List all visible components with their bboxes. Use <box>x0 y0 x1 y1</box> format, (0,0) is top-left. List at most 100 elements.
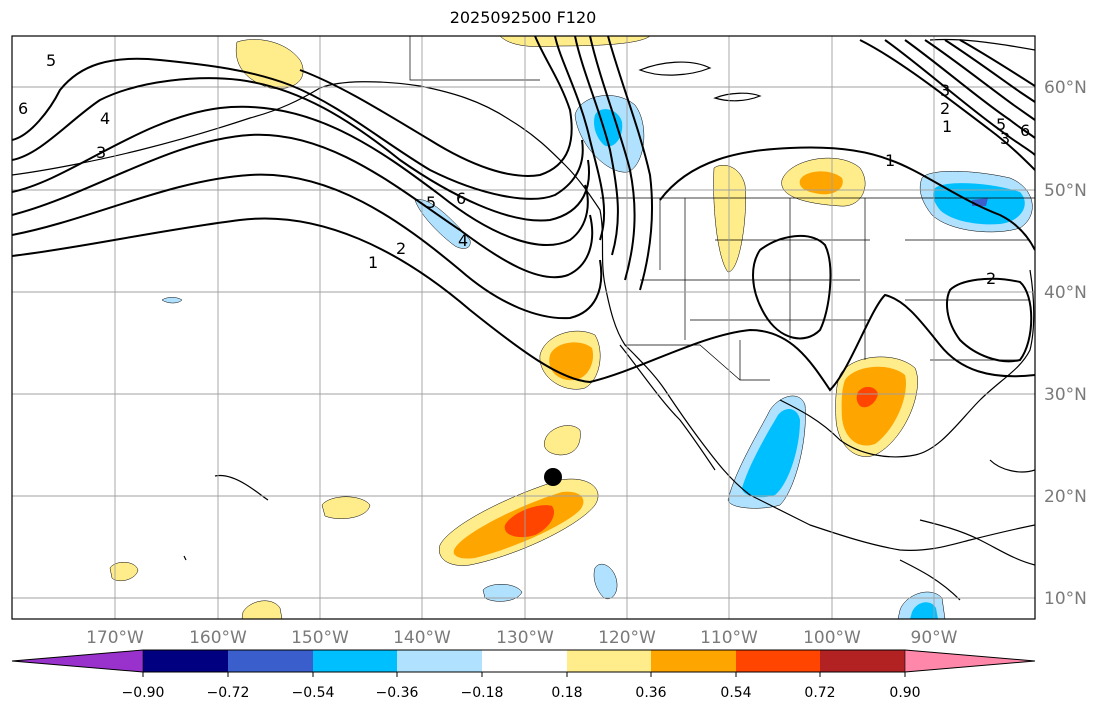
lat-label: 50°N <box>1044 181 1087 201</box>
colorbar: −0.90 −0.72 −0.54 −0.36 −0.18 0.18 0.36 … <box>11 649 1036 701</box>
contour-7 <box>299 36 573 177</box>
contour-6 <box>12 57 584 200</box>
shade-negative-small-4-core <box>910 602 938 619</box>
contour-labels: 5 6 4 3 5 6 4 1 2 1 3 2 1 2 3 5 6 <box>18 51 1030 288</box>
shade-negative-small-3 <box>593 563 618 600</box>
contour-20 <box>959 39 1035 87</box>
colorbar-tick-label: −0.18 <box>461 685 504 701</box>
contour-label: 6 <box>1020 121 1030 140</box>
lon-label: 120°W <box>598 628 656 648</box>
contour-label: 4 <box>100 109 110 128</box>
longitude-labels: 170°W 160°W 150°W 140°W 130°W 120°W 110°… <box>86 628 958 648</box>
colorbar-tick-label: −0.36 <box>376 685 419 701</box>
contour-3 <box>12 133 594 279</box>
colorbar-bin <box>228 650 313 672</box>
contour-4 <box>12 105 589 246</box>
lat-label: 30°N <box>1044 385 1087 405</box>
shade-positive-pacific-peak <box>504 505 555 538</box>
location-marker <box>544 468 562 486</box>
colorbar-bin <box>482 650 567 672</box>
colorbar-ticks <box>142 672 906 677</box>
shade-negative-small-2 <box>482 584 523 602</box>
shade-positive-small-3 <box>109 562 139 581</box>
shade-positive-plains-west <box>713 165 746 273</box>
lat-label: 10°N <box>1044 589 1087 609</box>
shade-positive-texas-core <box>841 366 906 446</box>
colorbar-tick-label: 0.18 <box>551 685 582 701</box>
shade-negative-strip <box>414 199 471 249</box>
contour-11 <box>607 36 653 291</box>
contour-10 <box>589 36 636 281</box>
contour-label: 1 <box>885 151 895 170</box>
colorbar-bin <box>567 650 651 672</box>
lon-label: 150°W <box>291 628 349 648</box>
lon-label: 170°W <box>86 628 144 648</box>
contour-label: 4 <box>458 231 468 250</box>
gridlines <box>12 36 1035 619</box>
shade-negative-mexico-core <box>742 408 800 498</box>
contour-15 <box>859 39 1035 171</box>
contour-label: 6 <box>456 189 466 208</box>
contour-label: 1 <box>942 117 952 136</box>
latitude-labels: 60°N 50°N 40°N 30°N 20°N 10°N <box>1044 78 1087 609</box>
map-frame <box>11 35 1036 620</box>
map-title: 2025092500 F120 <box>449 8 597 27</box>
colorbar-tick-label: 0.54 <box>720 685 751 701</box>
contour-13 <box>752 234 832 340</box>
contour-label: 2 <box>940 99 950 118</box>
colorbar-bin <box>397 650 482 672</box>
contour-12 <box>659 146 1035 251</box>
colorbar-bin <box>651 650 736 672</box>
shade-positive-north <box>499 36 651 47</box>
contour-label: 5 <box>426 193 436 212</box>
contour-17 <box>904 39 1035 139</box>
contour-label: 5 <box>46 51 56 70</box>
colorbar-tick-label: 0.36 <box>635 685 666 701</box>
contour-18 <box>924 39 1035 121</box>
lon-label: 130°W <box>496 628 554 648</box>
lat-label: 60°N <box>1044 78 1087 98</box>
contour-16 <box>884 39 1035 156</box>
shade-positive-small-4 <box>241 600 283 619</box>
colorbar-extend-low <box>12 650 143 672</box>
colorbar-extend-high <box>905 650 1035 672</box>
height-contours <box>12 36 1035 392</box>
contour-label: 6 <box>18 99 28 118</box>
contour-label: 3 <box>96 143 106 162</box>
contour-19 <box>944 39 1035 103</box>
lon-label: 90°W <box>911 628 958 648</box>
colorbar-tick-label: −0.54 <box>292 685 335 701</box>
contour-label: 3 <box>940 81 950 100</box>
colorbar-bin <box>736 650 820 672</box>
shade-positive-small-2 <box>321 496 371 519</box>
lon-label: 100°W <box>803 628 861 648</box>
contour-label: 5 <box>996 115 1006 134</box>
colorbar-tick-label: −0.90 <box>122 685 165 701</box>
colorbar-bin <box>820 650 905 672</box>
colorbar-bin <box>313 650 397 672</box>
shade-positive-texas-peak <box>856 386 878 408</box>
shade-negative-small <box>161 297 183 304</box>
contour-1 <box>12 217 1035 392</box>
lon-label: 140°W <box>393 628 451 648</box>
lon-label: 110°W <box>700 628 758 648</box>
contour-label: 2 <box>396 239 406 258</box>
contour-label: 2 <box>986 269 996 288</box>
colorbar-tick-label: −0.72 <box>207 685 250 701</box>
lat-label: 20°N <box>1044 487 1087 507</box>
lat-label: 40°N <box>1044 283 1087 303</box>
contour-8 <box>554 36 606 241</box>
colorbar-bin <box>143 650 228 672</box>
contour-2 <box>12 173 603 320</box>
shade-positive-california-core <box>549 342 594 381</box>
colorbar-tick-label: 0.90 <box>889 685 920 701</box>
shade-positive-small-1 <box>544 425 581 456</box>
contour-14 <box>946 277 1033 363</box>
contour-label: 3 <box>1000 129 1010 148</box>
lon-label: 160°W <box>189 628 247 648</box>
contour-5 <box>12 77 590 222</box>
contour-9 <box>574 36 619 256</box>
contour-label: 1 <box>368 253 378 272</box>
colorbar-tick-label: 0.72 <box>804 685 835 701</box>
